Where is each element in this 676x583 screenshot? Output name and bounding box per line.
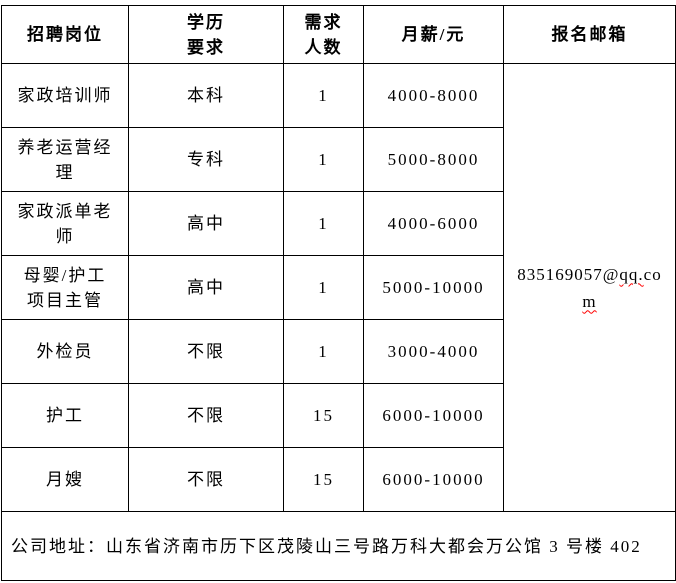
cell-salary: 6000-10000 bbox=[363, 447, 504, 512]
table-row: 母婴/护工 项目主管 高中 1 5000-10000 bbox=[1, 255, 676, 320]
cell-position: 月嫂 bbox=[1, 447, 129, 512]
cell-headcount: 1 bbox=[283, 63, 364, 128]
cell-position: 家政派单老 师 bbox=[1, 191, 129, 256]
email-prefix: 835169057@ bbox=[517, 264, 620, 284]
header-cell-email: 报名邮箱 bbox=[503, 5, 676, 64]
header-cell-education: 学历 要求 bbox=[128, 5, 284, 64]
header-cell-position: 招聘岗位 bbox=[1, 5, 129, 64]
cell-headcount: 1 bbox=[283, 319, 364, 384]
cell-headcount: 1 bbox=[283, 255, 364, 320]
company-address: 公司地址：山东省济南市历下区茂陵山三号路万科大都会万公馆 3 号楼 402 bbox=[1, 511, 676, 581]
footer-row: 公司地址：山东省济南市历下区茂陵山三号路万科大都会万公馆 3 号楼 402 bbox=[1, 511, 676, 581]
recruitment-table: 招聘岗位 学历 要求 需求 人数 月薪/元 报名邮箱 家政培训师 本科 1 40… bbox=[1, 5, 676, 581]
email-flagged-part: qq. bbox=[619, 264, 644, 284]
email-line-2: m bbox=[510, 288, 669, 315]
header-row: 招聘岗位 学历 要求 需求 人数 月薪/元 报名邮箱 bbox=[1, 5, 676, 64]
cell-headcount: 15 bbox=[283, 447, 364, 512]
cell-position: 家政培训师 bbox=[1, 63, 129, 128]
cell-position: 母婴/护工 项目主管 bbox=[1, 255, 129, 320]
cell-education: 不限 bbox=[128, 383, 284, 448]
header-cell-headcount: 需求 人数 bbox=[283, 5, 364, 64]
table-row: 月嫂 不限 15 6000-10000 bbox=[1, 447, 676, 512]
table-row: 养老运营经 理 专科 1 5000-8000 bbox=[1, 127, 676, 192]
cell-salary: 5000-8000 bbox=[363, 127, 504, 192]
cell-education: 高中 bbox=[128, 191, 284, 256]
cell-position: 外检员 bbox=[1, 319, 129, 384]
cell-headcount: 1 bbox=[283, 191, 364, 256]
cell-headcount: 1 bbox=[283, 127, 364, 192]
email-wrapped-char: m bbox=[582, 291, 597, 311]
cell-education: 本科 bbox=[128, 63, 284, 128]
cell-education: 高中 bbox=[128, 255, 284, 320]
table-row: 护工 不限 15 6000-10000 bbox=[1, 383, 676, 448]
cell-education: 专科 bbox=[128, 127, 284, 192]
email-line-1: 835169057@qq.co bbox=[510, 261, 669, 288]
cell-position: 养老运营经 理 bbox=[1, 127, 129, 192]
cell-education: 不限 bbox=[128, 319, 284, 384]
cell-email: 835169057@qq.co m bbox=[503, 63, 676, 512]
cell-salary: 3000-4000 bbox=[363, 319, 504, 384]
header-cell-salary: 月薪/元 bbox=[363, 5, 504, 64]
cell-salary: 6000-10000 bbox=[363, 383, 504, 448]
table-row: 家政培训师 本科 1 4000-8000 835169057@qq.co m bbox=[1, 63, 676, 512]
table-row: 家政派单老 师 高中 1 4000-6000 bbox=[1, 191, 676, 256]
email-rest: co bbox=[643, 264, 662, 284]
cell-headcount: 15 bbox=[283, 383, 364, 448]
cell-salary: 4000-6000 bbox=[363, 191, 504, 256]
cell-position: 护工 bbox=[1, 383, 129, 448]
cell-salary: 5000-10000 bbox=[363, 255, 504, 320]
cell-education: 不限 bbox=[128, 447, 284, 512]
table-row: 外检员 不限 1 3000-4000 bbox=[1, 319, 676, 384]
cell-salary: 4000-8000 bbox=[363, 63, 504, 128]
